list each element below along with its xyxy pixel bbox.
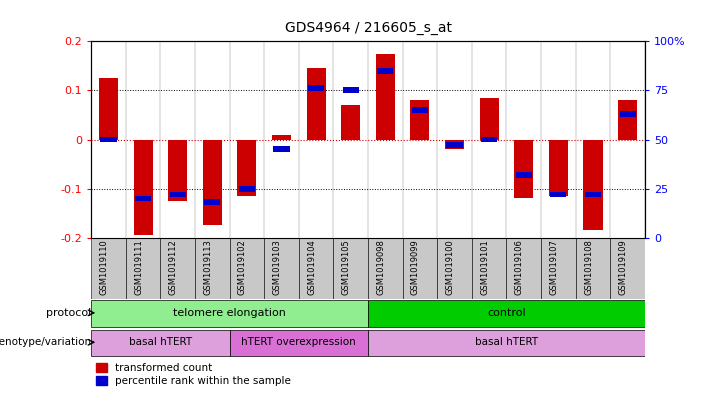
Bar xyxy=(611,238,645,299)
Bar xyxy=(550,191,566,197)
Bar xyxy=(576,238,611,299)
Text: GSM1019103: GSM1019103 xyxy=(273,240,282,296)
Bar xyxy=(334,238,368,299)
Bar xyxy=(541,238,576,299)
Legend: transformed count, percentile rank within the sample: transformed count, percentile rank withi… xyxy=(96,363,291,386)
Bar xyxy=(230,330,368,356)
Bar xyxy=(161,238,195,299)
Text: GSM1019112: GSM1019112 xyxy=(169,240,177,296)
Bar xyxy=(583,140,603,230)
Text: protocol: protocol xyxy=(46,308,91,318)
Bar xyxy=(410,100,430,140)
Bar xyxy=(168,140,187,201)
Bar xyxy=(368,238,402,299)
Text: GSM1019105: GSM1019105 xyxy=(341,240,350,296)
Bar xyxy=(447,142,463,148)
Text: GSM1019099: GSM1019099 xyxy=(411,240,420,296)
Bar xyxy=(620,111,636,117)
Bar xyxy=(135,195,151,201)
Bar xyxy=(170,191,186,197)
Bar xyxy=(204,199,220,205)
Bar xyxy=(585,191,601,197)
Bar xyxy=(239,185,255,191)
Text: GSM1019100: GSM1019100 xyxy=(446,240,454,296)
Bar xyxy=(472,238,507,299)
Bar xyxy=(507,238,541,299)
Bar xyxy=(368,300,645,327)
Bar xyxy=(549,140,568,196)
Bar xyxy=(376,53,395,140)
Bar xyxy=(515,140,533,198)
Bar xyxy=(437,238,472,299)
Bar xyxy=(341,105,360,140)
Bar xyxy=(618,100,637,140)
Text: GSM1019110: GSM1019110 xyxy=(100,240,109,296)
Text: GDS4964 / 216605_s_at: GDS4964 / 216605_s_at xyxy=(285,21,451,35)
Bar xyxy=(273,146,290,152)
Bar xyxy=(238,140,257,196)
Text: hTERT overexpression: hTERT overexpression xyxy=(241,337,356,347)
Bar xyxy=(230,238,264,299)
Bar xyxy=(91,330,230,356)
Bar xyxy=(100,136,116,142)
Bar xyxy=(91,300,368,327)
Text: basal hTERT: basal hTERT xyxy=(129,337,192,347)
Bar xyxy=(133,140,153,235)
Bar xyxy=(91,238,125,299)
Bar xyxy=(125,238,161,299)
Bar xyxy=(377,68,393,73)
Bar xyxy=(479,98,498,140)
Bar xyxy=(203,140,222,226)
Text: GSM1019106: GSM1019106 xyxy=(515,240,524,296)
Text: basal hTERT: basal hTERT xyxy=(475,337,538,347)
Text: GSM1019104: GSM1019104 xyxy=(307,240,316,296)
Bar xyxy=(264,238,299,299)
Text: GSM1019113: GSM1019113 xyxy=(203,240,212,296)
Text: GSM1019108: GSM1019108 xyxy=(584,240,593,296)
Bar xyxy=(368,330,645,356)
Bar xyxy=(195,238,230,299)
Text: GSM1019107: GSM1019107 xyxy=(550,240,559,296)
Text: telomere elongation: telomere elongation xyxy=(173,308,286,318)
Text: control: control xyxy=(487,308,526,318)
Bar xyxy=(99,78,118,140)
Text: GSM1019109: GSM1019109 xyxy=(618,240,627,296)
Text: GSM1019101: GSM1019101 xyxy=(480,240,489,296)
Bar xyxy=(412,107,428,113)
Text: genotype/variation: genotype/variation xyxy=(0,337,91,347)
Bar xyxy=(343,87,359,93)
Bar xyxy=(299,238,334,299)
Bar xyxy=(272,134,291,140)
Text: GSM1019111: GSM1019111 xyxy=(134,240,143,296)
Bar xyxy=(481,136,497,142)
Bar xyxy=(308,85,324,91)
Bar xyxy=(516,172,532,178)
Bar xyxy=(306,68,326,140)
Text: GSM1019102: GSM1019102 xyxy=(238,240,247,296)
Text: GSM1019098: GSM1019098 xyxy=(376,240,386,296)
Bar xyxy=(402,238,437,299)
Bar xyxy=(445,140,464,149)
